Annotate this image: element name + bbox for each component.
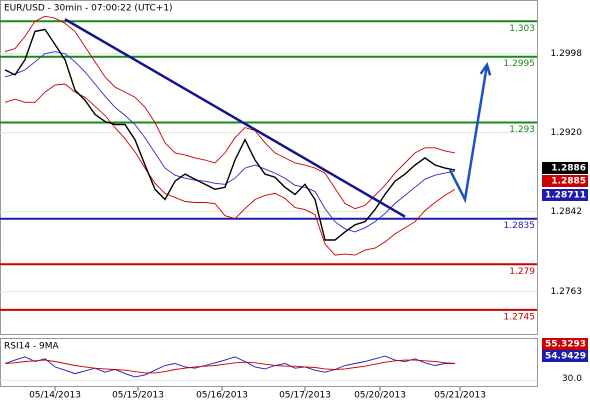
rsi-label: RSI14 - 9MA bbox=[4, 342, 60, 352]
series-line bbox=[4, 51, 456, 233]
trendline bbox=[64, 18, 406, 218]
y-tick-label: 1.2998 bbox=[551, 49, 583, 59]
x-tick-label: 05/20/2013 bbox=[354, 391, 406, 400]
series-line bbox=[4, 15, 456, 210]
level-label: 1.303 bbox=[509, 24, 535, 34]
y-tick-label: 1.2842 bbox=[551, 207, 583, 217]
chart-title: EUR/USD - 30min - 07:00:22 (UTC+1) bbox=[4, 4, 173, 14]
x-tick-label: 05/16/2013 bbox=[196, 391, 248, 400]
price-tag bbox=[542, 338, 588, 350]
price-tag bbox=[542, 189, 588, 201]
rsi-tick-label: 30.0 bbox=[562, 374, 582, 384]
price-tag-label: 1.2886 bbox=[551, 164, 586, 174]
price-panel bbox=[0, 0, 538, 335]
level-label: 1.279 bbox=[509, 267, 535, 277]
rsi-line bbox=[4, 355, 455, 378]
projection-arrowhead bbox=[479, 61, 492, 76]
price-tag-label: 1.28711 bbox=[545, 191, 586, 201]
x-tick-label: 05/21/2013 bbox=[434, 391, 486, 400]
price-tag bbox=[542, 162, 588, 174]
x-tick-label: 05/14/2013 bbox=[29, 391, 81, 400]
price-tag-label: 55.3293 bbox=[545, 340, 586, 350]
level-label: 1.293 bbox=[509, 125, 535, 135]
projection bbox=[448, 64, 489, 204]
price-tag-label: 54.9429 bbox=[545, 352, 586, 362]
level-label: 1.2835 bbox=[504, 221, 536, 231]
rsi-panel bbox=[0, 338, 538, 387]
rsi-line bbox=[4, 359, 456, 374]
x-tick-label: 05/17/2013 bbox=[279, 391, 331, 400]
price-tag-label: 1.2885 bbox=[551, 177, 586, 187]
level-label: 1.2745 bbox=[504, 312, 536, 322]
price-tag bbox=[542, 350, 588, 362]
series-line bbox=[4, 28, 456, 241]
y-tick-label: 1.2763 bbox=[551, 287, 583, 297]
price-tag bbox=[542, 175, 588, 187]
y-tick-label: 1.2920 bbox=[551, 128, 583, 138]
x-tick-label: 05/15/2013 bbox=[112, 391, 164, 400]
series-line bbox=[4, 83, 456, 256]
level-label: 1.2995 bbox=[504, 59, 536, 69]
